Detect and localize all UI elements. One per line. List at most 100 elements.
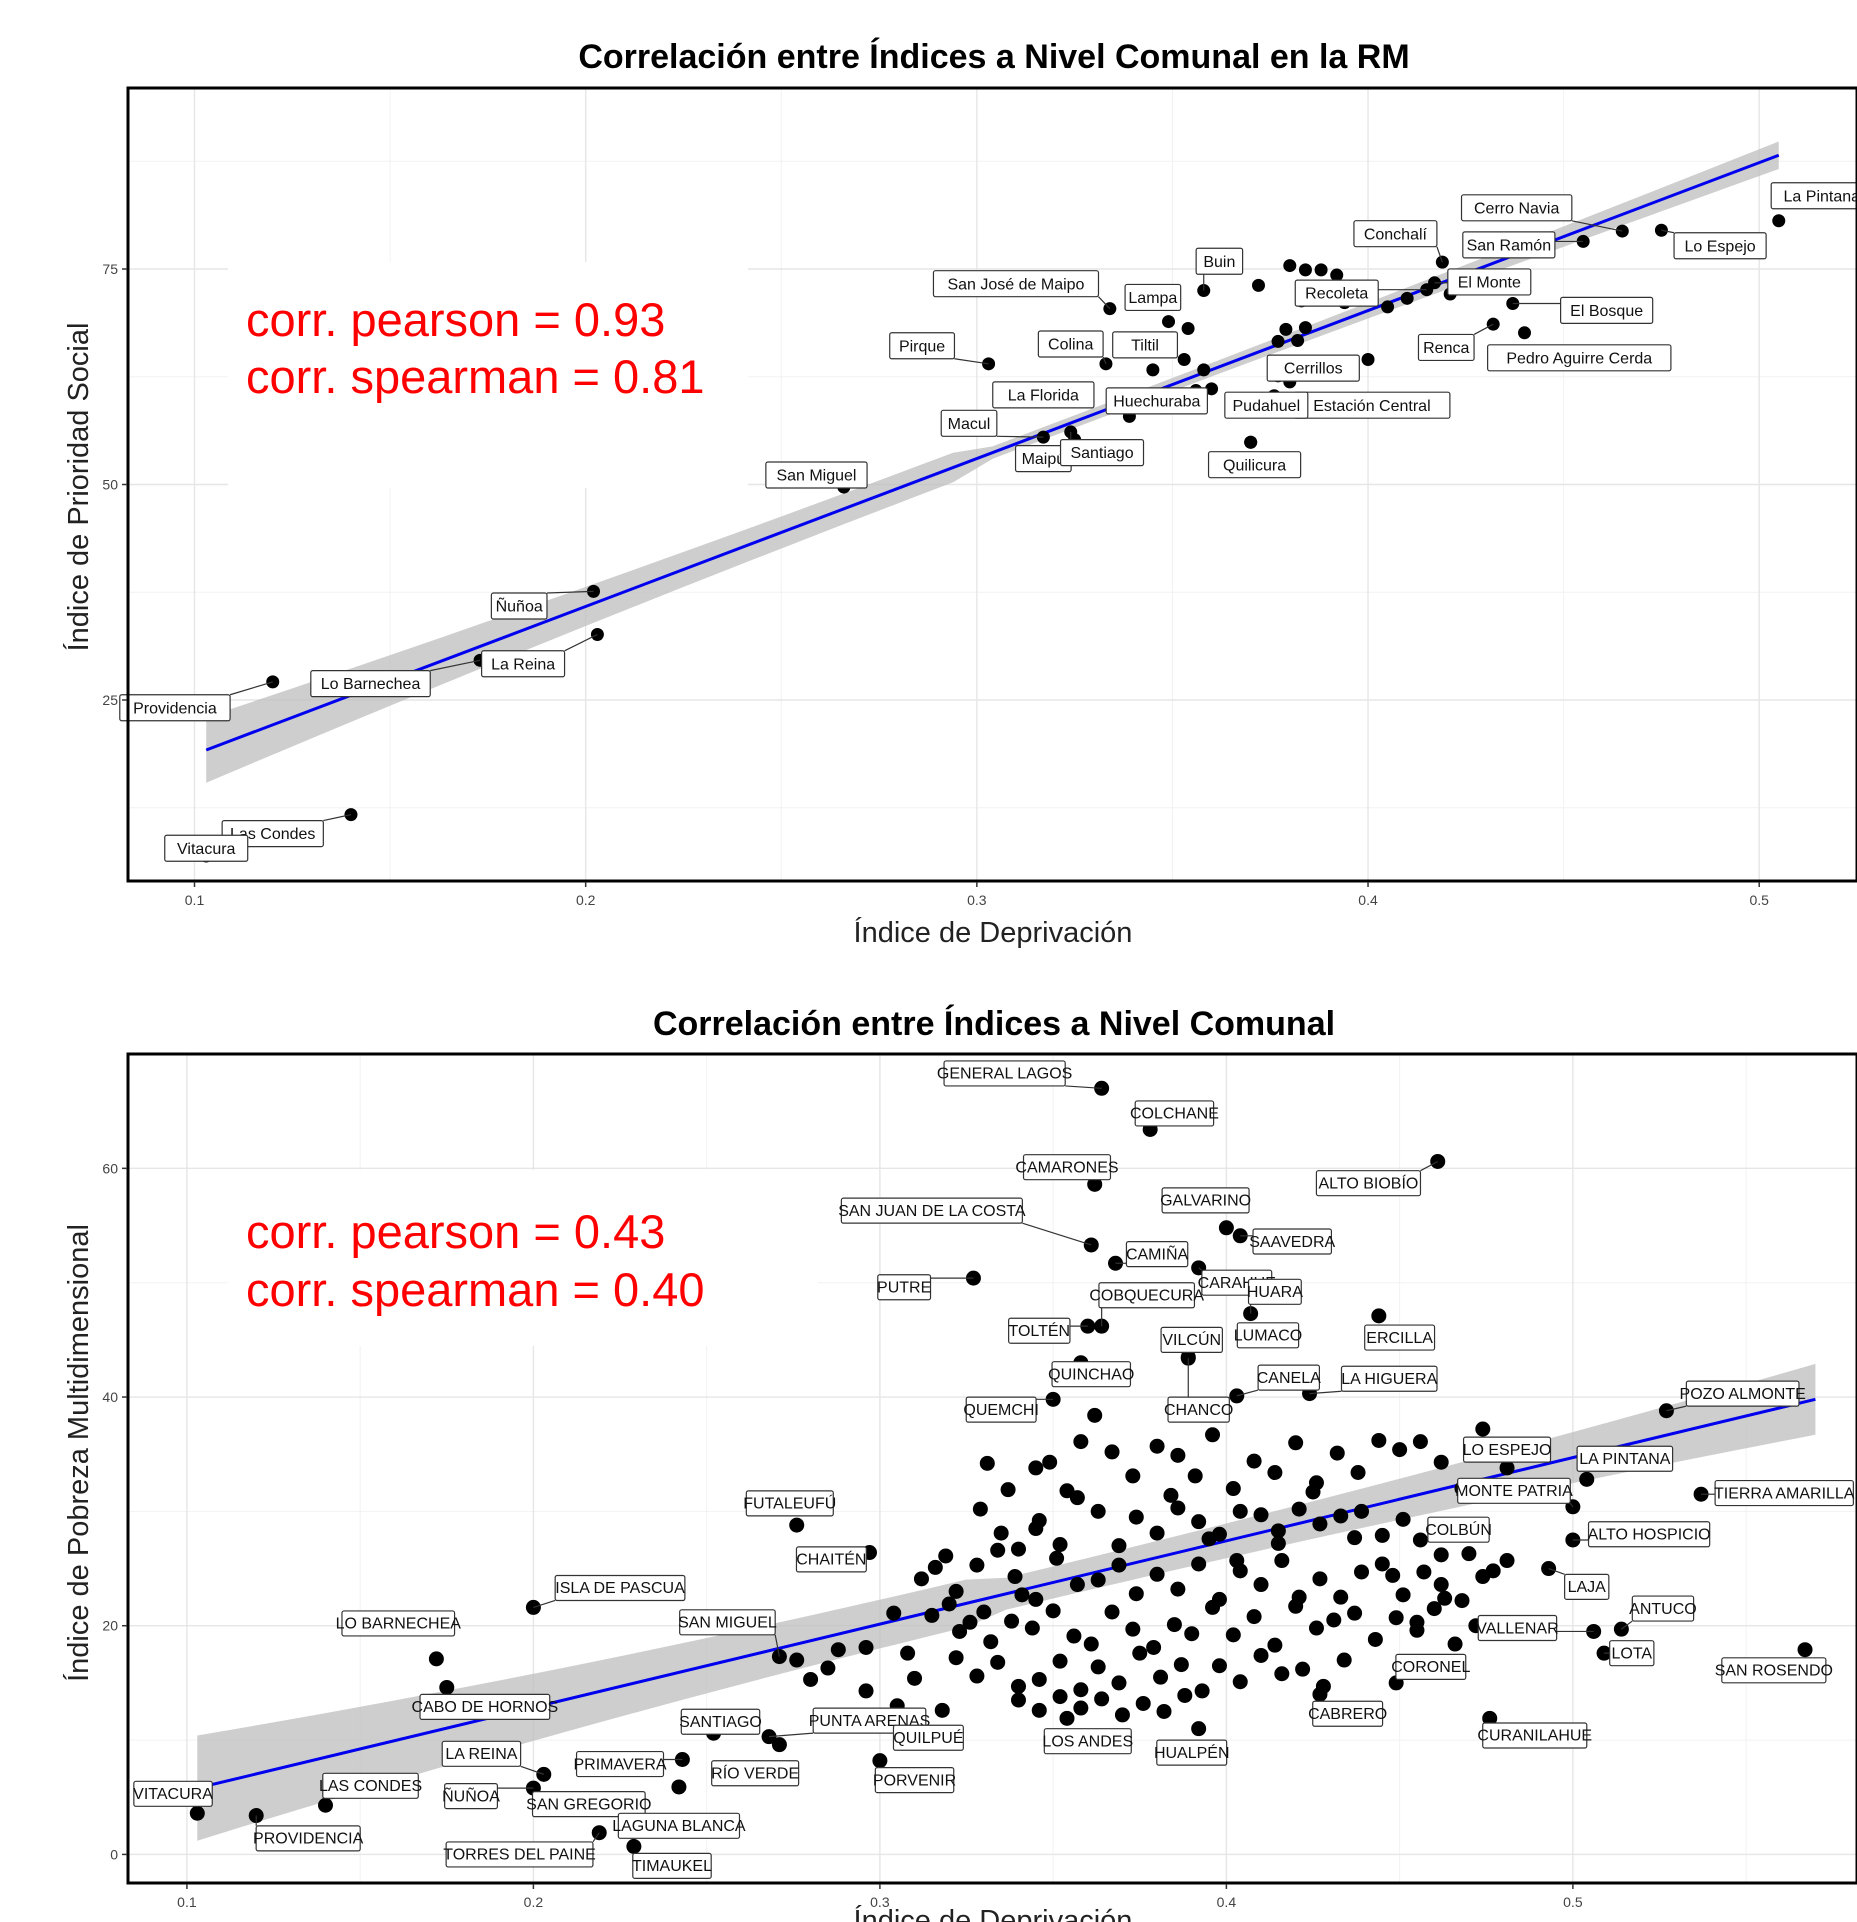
chart-2-label-box — [1051, 1361, 1132, 1388]
chart-1-point-label: Lampa — [1128, 290, 1177, 307]
chart-2-point — [1267, 1465, 1283, 1481]
chart-2-labeled-point — [789, 1517, 805, 1533]
chart-2-point-label: PORVENIR — [873, 1772, 956, 1789]
chart-1-point-label: Recoleta — [1305, 286, 1368, 303]
chart-1-label-box — [1462, 231, 1556, 259]
chart-1-point — [1291, 334, 1305, 348]
chart-2-point — [858, 1683, 874, 1699]
chart-1-labeled-point — [1146, 363, 1160, 377]
chart-2-point-label: SAN GREGORIO — [526, 1796, 651, 1813]
chart-1-point — [1283, 259, 1297, 273]
chart-2-point-label: ALTO BIOBÍO — [1318, 1173, 1418, 1192]
chart-2-point — [1354, 1564, 1370, 1580]
chart-2-point-label: LO ESPEJO — [1463, 1442, 1552, 1459]
chart-2-point — [1052, 1653, 1068, 1669]
chart-2-label-box — [255, 1825, 361, 1852]
chart-2-label-box — [877, 1274, 932, 1301]
chart-2-label-box — [1008, 1317, 1071, 1344]
chart-2-point-label: LUMACO — [1234, 1328, 1302, 1345]
chart-2-point — [1114, 1707, 1130, 1723]
chart-2-point — [1149, 1525, 1165, 1541]
chart-1-point-label: El Monte — [1458, 275, 1521, 292]
chart-2-point — [1270, 1523, 1286, 1539]
chart-2-label-box — [1631, 1595, 1695, 1622]
chart-2-y-tick-label: 40 — [102, 1389, 118, 1405]
chart-2-points — [189, 1080, 1813, 1854]
chart-2-point-label: TORRES DEL PAINE — [443, 1847, 596, 1864]
chart-1-point-labels: La Pintana Cerro Navia Lo Espejo San Ramón C… — [119, 182, 1857, 862]
chart-2-x-axis: 0.1 0.2 0.3 0.4 0.5 — [177, 1884, 1583, 1910]
chart-2-point — [1170, 1500, 1186, 1516]
chart-2-point — [1166, 1617, 1182, 1633]
chart-1-point-label: Las Condes — [230, 826, 315, 843]
chart-2-point — [1128, 1509, 1144, 1525]
chart-1-point-label: Tiltil — [1131, 337, 1159, 354]
chart-2-point — [1308, 1620, 1324, 1636]
chart-1-label-box — [1037, 330, 1104, 358]
chart-2-label-box — [965, 1396, 1037, 1423]
chart-2-point-label: PROVIDENCIA — [253, 1831, 364, 1848]
chart-2-point — [1211, 1658, 1227, 1674]
chart-1-point — [1252, 278, 1265, 292]
chart-1-label-box — [1770, 182, 1857, 210]
chart-2-point-label: CANELA — [1257, 1370, 1321, 1387]
chart-2-point-label: SAN MIGUEL — [678, 1615, 777, 1632]
chart-1-title: Correlación entre Índices a Nivel Comuna… — [578, 38, 1409, 76]
chart-2-confidence-band — [197, 1363, 1816, 1841]
chart-2-point — [1253, 1507, 1269, 1523]
chart-2-x-tick-label: 0.5 — [1563, 1894, 1583, 1910]
chart-2-point — [1083, 1636, 1099, 1652]
chart-1-point — [1279, 322, 1293, 336]
chart-2-point-label: LA PINTANA — [1579, 1451, 1671, 1468]
chart-1-label-connector — [1436, 246, 1443, 263]
chart-2-label-connector — [1666, 1405, 1687, 1412]
chart-2-point-label: TOLTÉN — [1008, 1321, 1070, 1340]
chart-1-label-box — [1294, 279, 1379, 307]
chart-2-label-connectors — [255, 1085, 1716, 1843]
chart-2-legend-backdrop — [228, 1170, 818, 1346]
chart-2-point-labels: GENERAL LAGOS COLCHANE CAMARONES ALTO BIOBÍ… — [133, 1060, 1855, 1879]
chart-2-point — [1028, 1460, 1044, 1476]
chart-2-x-tick-label: 0.4 — [1217, 1894, 1237, 1910]
chart-2-point — [990, 1542, 1006, 1558]
chart-2-point — [1305, 1484, 1321, 1500]
chart-1-y-tick-label: 25 — [102, 692, 118, 708]
chart-2-point — [907, 1670, 923, 1686]
chart-2-point — [941, 1596, 957, 1612]
chart-1-label-box — [1266, 354, 1360, 382]
chart-1-labeled-point — [1361, 353, 1375, 367]
chart-2-label-connector — [1309, 1390, 1342, 1395]
chart-2-label-connector — [774, 1634, 780, 1657]
chart-2-point — [1007, 1569, 1023, 1585]
chart-1-point — [1205, 382, 1219, 396]
chart-2-label-box — [1395, 1653, 1467, 1680]
chart-2-point — [858, 1639, 874, 1655]
chart-2-y-tick-label: 20 — [102, 1618, 118, 1634]
chart-1-label-box — [1673, 232, 1767, 260]
chart-2-point-label: MONTE PATRIA — [1455, 1483, 1573, 1500]
chart-2-point — [1052, 1689, 1068, 1705]
chart-2-label-box — [575, 1750, 665, 1778]
chart-2-point — [1326, 1612, 1342, 1628]
chart-1-label-connector — [564, 633, 598, 652]
chart-2-labeled-point — [671, 1779, 687, 1795]
chart-1-point — [1177, 353, 1191, 367]
chart-2-label-box — [1457, 1477, 1571, 1504]
chart-2-point — [1329, 1445, 1345, 1461]
chart-2-point — [1010, 1678, 1026, 1694]
chart-2-point — [1128, 1586, 1144, 1602]
chart-1-point-label: Lo Barnechea — [321, 676, 421, 693]
chart-1-point — [1271, 334, 1285, 348]
chart-2-point — [1010, 1692, 1026, 1708]
chart-2-labeled-point — [1059, 1710, 1075, 1726]
chart-2-point — [1246, 1609, 1262, 1625]
chart-2-labeled-point — [626, 1838, 642, 1854]
chart-1-x-tick-label: 0.5 — [1749, 892, 1769, 908]
chart-1-points — [199, 214, 1786, 863]
chart-2-point — [1184, 1626, 1200, 1642]
chart-2-label-box — [1477, 1614, 1558, 1642]
chart-2-label-box — [632, 1852, 712, 1879]
chart-2-point — [1156, 1703, 1172, 1719]
chart-2-labeled-point — [428, 1651, 444, 1667]
